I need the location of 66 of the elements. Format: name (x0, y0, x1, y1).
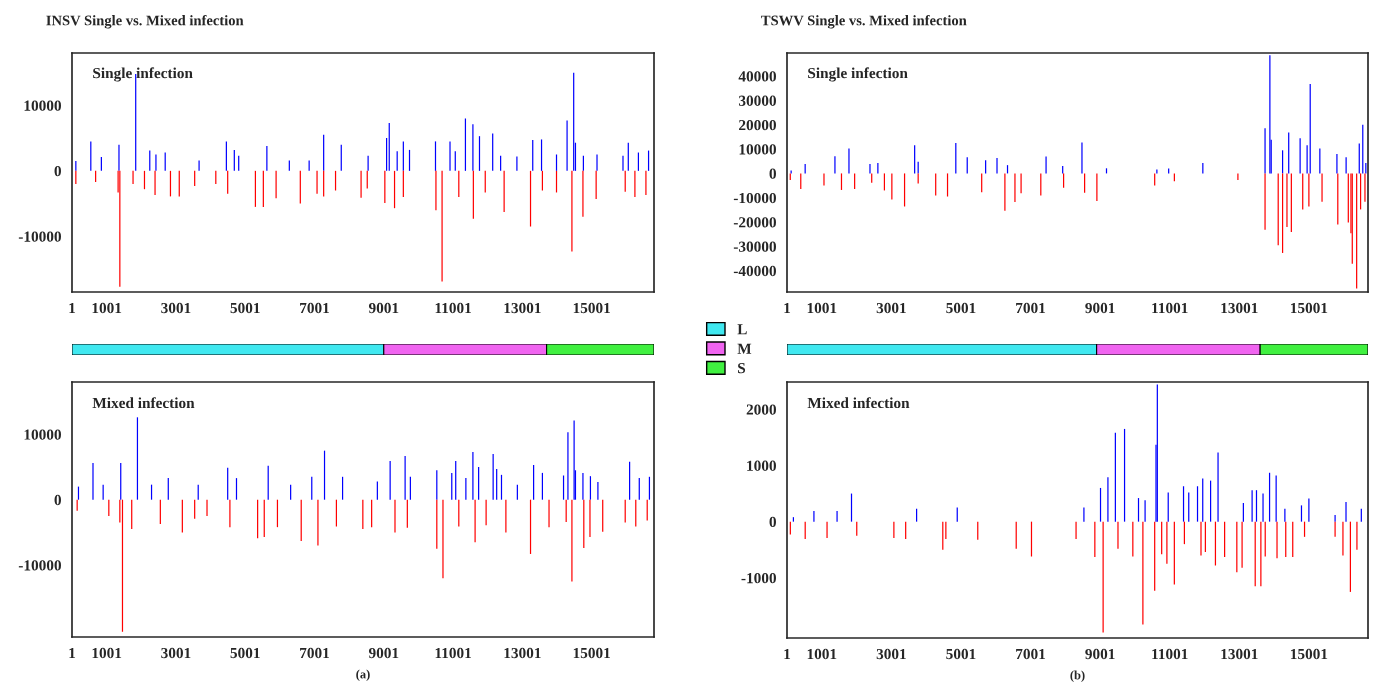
x-tick-label: 15001 (1291, 302, 1328, 314)
x-tick-label: 1001 (92, 302, 122, 314)
x-tick-label: 1 (784, 648, 791, 660)
chart-title: INSV Single vs. Mixed infection (46, 14, 244, 29)
x-tick-label: 3001 (876, 648, 906, 660)
y-tick-label: 0 (54, 494, 61, 506)
x-tick-label: 5001 (946, 302, 976, 314)
x-tick-label: 11001 (1152, 648, 1188, 660)
y-tick-label: 0 (769, 168, 776, 179)
y-tick-label: -20000 (733, 217, 776, 228)
x-tick-label: 11001 (1152, 302, 1188, 314)
y-tick-label: -10000 (733, 192, 776, 204)
legend-label: M (737, 343, 752, 354)
x-tick-label: 13001 (504, 647, 541, 659)
x-tick-label: 1001 (807, 648, 837, 660)
y-tick-label: 0 (54, 166, 61, 177)
x-tick-label: 3001 (876, 302, 906, 314)
annotation: Mixed infection (92, 397, 195, 409)
y-tick-label: 30000 (738, 95, 776, 106)
x-axis-title: (a) (356, 669, 370, 681)
x-tick-label: 5001 (946, 648, 976, 660)
y-tick-label: 40000 (738, 71, 776, 82)
x-tick-label: 1 (784, 302, 791, 314)
x-tick-label: 11001 (435, 302, 471, 314)
x-tick-label: 7001 (1016, 302, 1046, 314)
x-tick-label: 7001 (300, 647, 329, 659)
y-tick-label: 0 (769, 516, 776, 528)
x-tick-label: 5001 (230, 647, 260, 659)
y-tick-label: -40000 (733, 265, 776, 277)
x-tick-label: 13001 (1221, 648, 1258, 660)
legend-label: S (738, 363, 746, 374)
y-tick-label: 20000 (739, 119, 776, 131)
y-tick-label: 10000 (739, 144, 776, 155)
x-tick-label: 5001 (230, 302, 260, 314)
y-tick-label: -10000 (18, 231, 61, 242)
y-tick-label: -1000 (741, 573, 776, 584)
x-tick-label: 13001 (1221, 302, 1258, 314)
annotation: Single infection (808, 67, 908, 82)
x-tick-label: 11001 (435, 647, 471, 659)
x-tick-label: 9001 (368, 302, 399, 314)
x-tick-label: 1 (69, 302, 76, 314)
x-tick-label: 9001 (368, 647, 399, 659)
y-tick-label: -30000 (733, 241, 776, 252)
x-tick-label: 15001 (573, 302, 610, 314)
annotation: Single infection (93, 67, 193, 82)
y-tick-label: -10000 (18, 560, 61, 571)
x-tick-label: 1001 (807, 302, 837, 314)
x-tick-label: 1001 (92, 647, 122, 659)
y-tick-label: 10000 (24, 429, 61, 440)
x-tick-label: 13001 (504, 302, 541, 314)
x-tick-label: 15001 (1291, 648, 1328, 660)
x-tick-label: 15001 (573, 647, 610, 659)
chart-title: TSWV Single vs. Mixed infection (761, 14, 967, 29)
y-tick-label: 1000 (747, 460, 776, 471)
legend-label: L (737, 324, 747, 335)
x-axis-title: (b) (1070, 670, 1085, 682)
x-tick-label: 1 (69, 647, 76, 659)
annotation: Mixed infection (807, 397, 910, 409)
x-tick-label: 3001 (161, 302, 191, 314)
x-tick-label: 9001 (1085, 302, 1115, 314)
x-tick-label: 9001 (1085, 648, 1115, 660)
x-tick-label: 3001 (161, 647, 191, 659)
y-tick-label: 2000 (746, 404, 776, 415)
x-tick-label: 7001 (1016, 648, 1046, 660)
x-tick-label: 7001 (300, 302, 329, 314)
y-tick-label: 10000 (24, 100, 61, 111)
